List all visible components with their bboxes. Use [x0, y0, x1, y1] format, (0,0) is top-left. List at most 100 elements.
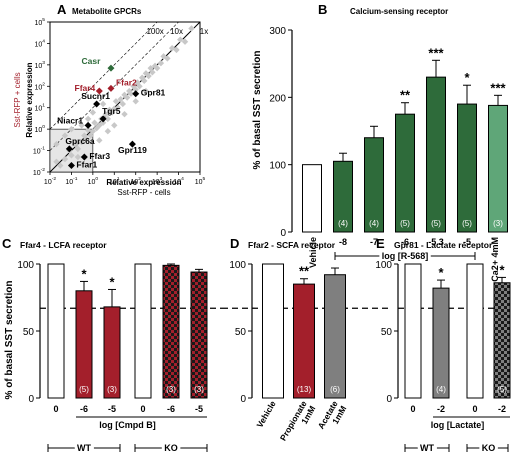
panel-c-bar	[162, 264, 180, 399]
panel-a-point	[109, 109, 116, 116]
panel-b-n-label: (3)	[493, 219, 503, 228]
panel-c-x-label: -6	[80, 404, 88, 414]
panel-a-point	[89, 109, 97, 116]
panel-c-x-label: -6	[167, 404, 175, 414]
panel-a-point	[102, 110, 109, 118]
panel-a-point	[188, 25, 195, 32]
panel-b-n-label: (4)	[338, 219, 348, 228]
panel-b-x-label: -6	[401, 237, 409, 247]
panel-a-point	[96, 137, 103, 144]
panel-a-labeled-point	[65, 145, 73, 153]
panel-letter-e: E	[376, 236, 385, 251]
panel-a-title: Metabolite GPCRs	[72, 7, 142, 16]
panel-e-y-tick-label: 100	[375, 260, 392, 271]
panel-c-x-label: -5	[108, 404, 116, 414]
panel-a-point	[127, 90, 135, 97]
panel-e-n-label: (5)	[497, 385, 507, 394]
panel-a-ratio-line	[49, 21, 179, 151]
panel-a-point	[104, 128, 112, 135]
panel-d-y-tick-label: 50	[235, 327, 247, 338]
panel-a-ratio-label: 1x	[200, 27, 208, 36]
panel-a-point-label: Gpr81	[141, 88, 166, 98]
panel-a-point	[57, 162, 64, 169]
panel-a-point-label: Tgr5	[102, 106, 121, 116]
panel-a-x-tick-label: 103	[152, 176, 163, 186]
panel-a-point	[145, 72, 152, 80]
panel-a-y-tick-label: 104	[34, 38, 45, 48]
panel-b-y-tick-label: 0	[280, 228, 286, 239]
panel-a-point	[96, 122, 103, 129]
panel-a-point	[164, 55, 171, 62]
panel-a-point	[99, 119, 107, 126]
panel-d-x-label: Acetate1mM	[316, 399, 349, 436]
panel-c-y-tick-label: 50	[23, 327, 35, 338]
panel-a-labeled-point	[95, 87, 103, 95]
panel-a-labeled-point	[80, 153, 88, 161]
panel-a-ratio-label: 100x	[146, 27, 163, 36]
panel-a-point	[91, 119, 98, 126]
panel-a-point-label: Sucnr1	[81, 91, 110, 101]
panel-a-point	[168, 44, 176, 52]
panel-b-n-label: (5)	[462, 219, 472, 228]
panel-a-point	[74, 145, 82, 153]
panel-b-x-label: -8	[339, 237, 347, 247]
panel-a-point	[53, 158, 60, 165]
panel-a-y-tick-label: 105	[34, 17, 45, 27]
panel-a-frame	[49, 21, 201, 173]
panel-e-wt-label: WT	[420, 443, 434, 453]
panel-b-bar	[426, 76, 446, 233]
panel-b-bar	[395, 113, 415, 233]
panel-e-title: Gpr81 - Lactate receptor	[394, 240, 493, 250]
panel-e-bar	[404, 263, 422, 399]
panel-e-bar	[493, 282, 511, 399]
panel-b-bar	[457, 103, 477, 233]
panel-c-y-tick-label: 100	[17, 260, 34, 271]
panel-a-point	[93, 125, 100, 132]
panel-e-x-label: -2	[498, 404, 506, 414]
panel-d-bar	[262, 263, 284, 399]
panel-a-point	[78, 138, 85, 146]
panel-c-x-label: 0	[140, 404, 145, 414]
panel-a-point	[141, 77, 148, 85]
panel-a-point	[84, 126, 92, 134]
panel-a-scatter: Metabolite GPCRs Relative expression Sst…	[13, 7, 208, 197]
panel-e-bar: Gpr81 - Lactate receptor 0 50 100 * (4) * (5) 0…	[375, 240, 511, 456]
panel-b-bar	[302, 164, 322, 233]
panel-a-point	[111, 122, 118, 129]
panel-a-labeled-point	[99, 115, 107, 123]
panel-c-n-label: (5)	[79, 385, 89, 394]
panel-b-bar	[364, 137, 384, 233]
panel-c-wt-label: WT	[77, 443, 91, 453]
panel-a-ylabel2: Sst-RFP + cells	[13, 72, 22, 127]
panel-a-point	[181, 38, 189, 45]
panel-d-title: Ffar2 - SCFA receptor	[248, 240, 336, 250]
panel-a-labeled-point	[107, 84, 115, 92]
panel-b-significance: *	[464, 70, 470, 85]
panel-c-bar	[190, 271, 208, 399]
panel-a-point	[114, 104, 122, 111]
panel-d-bar: Ffar2 - SCFA receptor 0 50 100 ** (13) (6) Veh…	[222, 240, 392, 442]
panel-c-n-label: (3)	[166, 385, 176, 394]
panel-letter-b: B	[318, 2, 327, 17]
panel-c-x-label: -5	[195, 404, 203, 414]
panel-b-x-label: Vehicle	[308, 237, 318, 268]
panel-a-point	[177, 36, 184, 43]
panel-b-group-label: log [R-568]	[382, 251, 429, 261]
panel-a-point	[142, 87, 150, 95]
panel-c-n-label: (3)	[107, 385, 117, 394]
panel-d-y-tick-label: 100	[229, 260, 246, 271]
panel-a-x-tick-label: 104	[173, 176, 184, 186]
panel-c-bar	[134, 263, 152, 399]
panel-b-x-label: -5.3	[428, 237, 444, 247]
panel-b-x-label: -5	[463, 237, 471, 247]
panel-e-bar	[432, 287, 450, 399]
panel-b-ylabel: % of basal SST secretion	[252, 51, 263, 170]
panel-e-significance: *	[499, 262, 505, 277]
panel-a-y-tick-label: 10-2	[33, 167, 45, 177]
panel-a-y-tick-label: 102	[34, 81, 45, 91]
panel-a-point	[104, 115, 112, 123]
panel-b-y-tick-label: 200	[269, 93, 286, 104]
panel-a-point	[121, 110, 128, 118]
panel-a-point-label: Casr	[82, 56, 102, 66]
panel-a-labeled-point	[93, 100, 101, 108]
